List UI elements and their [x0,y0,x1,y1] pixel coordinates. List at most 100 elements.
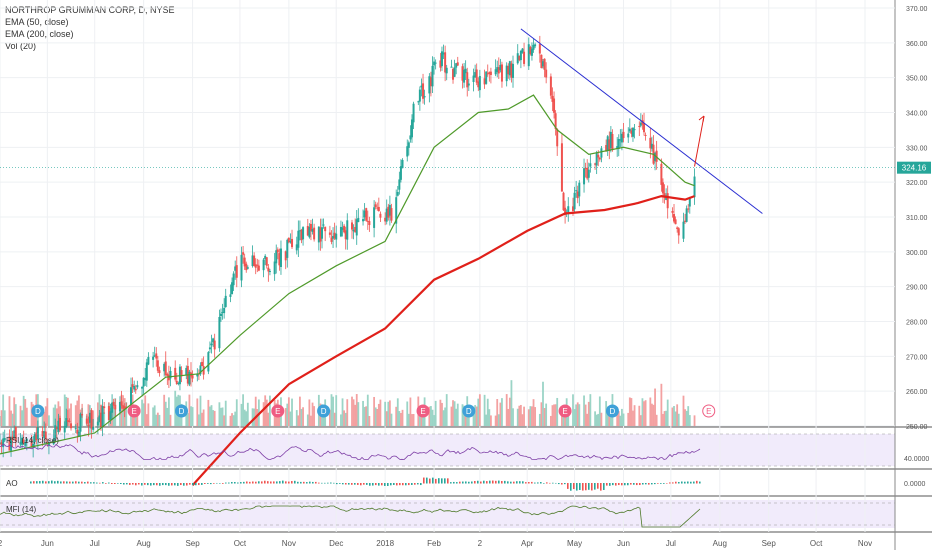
candle-body [693,176,696,198]
ao-bar [522,481,524,484]
volume-bar [586,413,589,426]
candle-body [673,214,676,222]
ao-bar [264,480,266,484]
event-marker-label: E [420,407,425,416]
time-axis-label: 2018 [376,539,394,548]
ao-bar [519,481,521,484]
candle-body [224,295,227,308]
volume-bar [167,397,170,426]
candle-body [196,374,199,377]
candle-body [268,271,271,273]
volume-bar [251,408,254,426]
volume-bar [207,399,210,426]
candle-body [545,69,548,78]
candle-body [444,52,447,73]
ao-bar [627,483,629,486]
ao-bar [663,483,665,484]
candle-body [65,418,68,427]
candle-body [103,406,106,409]
volume-bar [25,407,28,426]
volume-bar [406,401,409,426]
volume-bar [125,402,128,426]
candle-body [199,365,202,375]
candle-body [306,225,309,236]
ao-bar [666,483,668,484]
ao-bar [630,483,632,485]
candle-body [499,64,502,71]
candle-body [605,145,608,152]
volume-bar [55,408,58,426]
ao-bar [600,483,602,491]
candle-body [133,386,136,390]
volume-bar [638,405,641,426]
volume-bar [190,406,192,426]
ao-bar [609,483,611,486]
volume-bar [652,404,655,426]
volume-bar [478,394,481,426]
volume-bar [523,406,525,426]
candle-body [543,58,546,70]
ao-bar [330,482,332,484]
ao-bar [252,481,254,484]
volume-bar [376,408,379,426]
ao-bar [492,480,494,484]
ao-bar [33,481,35,484]
ao-bar [171,483,173,486]
volume-bar [267,412,270,426]
candle-body [553,98,556,113]
candle-body [46,442,49,444]
ao-bar [357,483,359,485]
ao-bar [183,483,185,486]
candle-body [573,192,576,210]
ao-bar [486,481,488,484]
volume-bar [441,402,443,426]
volume-bar [265,399,268,426]
ao-bar [309,481,311,484]
candle-body [617,138,620,150]
candle-body [398,179,401,190]
candle-body [477,81,480,88]
candle-body [431,65,434,87]
candle-body [70,423,73,429]
ao-bar [174,483,176,486]
volume-bar [141,399,143,426]
candle-body [497,67,500,74]
ao-bar [387,483,389,486]
volume-bar [598,396,601,426]
volume-bar [335,395,338,426]
time-axis-label: Jun [617,539,630,548]
ao-axis-label: 0.0000 [904,481,926,488]
ao-bar [687,481,689,484]
candle-body [407,142,410,148]
ao-bar [399,483,401,486]
ao-bar [105,483,107,484]
earnings-marker [416,404,430,418]
volume-bar [379,399,382,426]
time-axis-label: Sep [762,539,777,548]
volume-bar [671,407,674,426]
candle-body [434,62,437,64]
candle-body [666,193,669,209]
price-axis-label: 280.00 [906,320,928,327]
volume-bar [333,412,336,426]
ao-bar [573,483,575,490]
study-volume-label: Vol (20) [5,41,37,51]
candle-body [584,168,587,170]
volume-bar [606,406,609,426]
volume-bar [269,395,271,426]
candle-body [540,54,543,69]
price-axis-label: 320.00 [906,180,928,187]
candle-body [107,406,110,421]
time-axis-label: Oct [810,539,823,548]
mfi-line [0,505,701,528]
candle-body [66,420,69,422]
volume-bar [262,402,265,426]
candle-body [597,154,600,158]
volume-bar [152,407,155,426]
price-axis-label: 360.00 [906,41,928,48]
volume-bar [174,390,177,426]
candle-body [141,386,144,389]
volume-bar [665,410,668,426]
candle-body [343,225,346,233]
